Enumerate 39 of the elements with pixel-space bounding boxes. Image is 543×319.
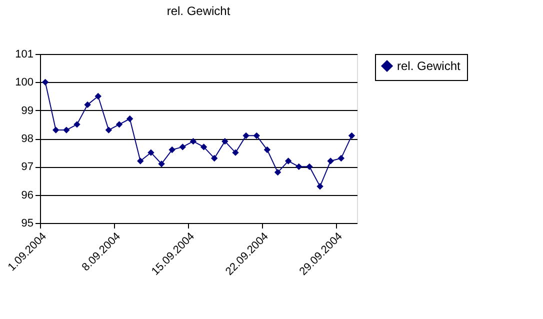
- point: [42, 78, 49, 86]
- point: [52, 126, 60, 134]
- y-tick-label: 101: [15, 48, 34, 60]
- y-tick-label: 95: [21, 218, 34, 230]
- point: [210, 154, 218, 162]
- y-tick-label: 98: [21, 133, 34, 145]
- point: [222, 138, 228, 145]
- point: [232, 149, 239, 156]
- point: [126, 115, 134, 122]
- point: [74, 121, 80, 128]
- point: [242, 132, 250, 140]
- point: [158, 160, 165, 168]
- y-tick-label: 100: [15, 76, 34, 89]
- point: [296, 163, 302, 170]
- point: [253, 132, 260, 140]
- point: [316, 183, 324, 190]
- point: [137, 158, 144, 164]
- point: [306, 163, 313, 170]
- point: [274, 168, 282, 176]
- point: [284, 158, 292, 164]
- y-tick-label: 96: [21, 189, 34, 202]
- point: [116, 121, 123, 128]
- point: [84, 101, 91, 108]
- legend-label: rel. Gewicht: [397, 59, 462, 73]
- point: [63, 126, 70, 134]
- point: [94, 92, 102, 100]
- point: [338, 154, 345, 162]
- point: [190, 138, 197, 145]
- point: [264, 146, 271, 154]
- y-tick-label: 99: [21, 104, 34, 117]
- y-tick-label: 97: [21, 161, 34, 174]
- chart-title: rel. Gewicht: [166, 4, 231, 18]
- point: [200, 144, 208, 150]
- point: [105, 126, 112, 134]
- point: [348, 132, 356, 140]
- point: [179, 144, 186, 150]
- point: [168, 146, 176, 154]
- point: [148, 149, 154, 156]
- point: [327, 158, 334, 164]
